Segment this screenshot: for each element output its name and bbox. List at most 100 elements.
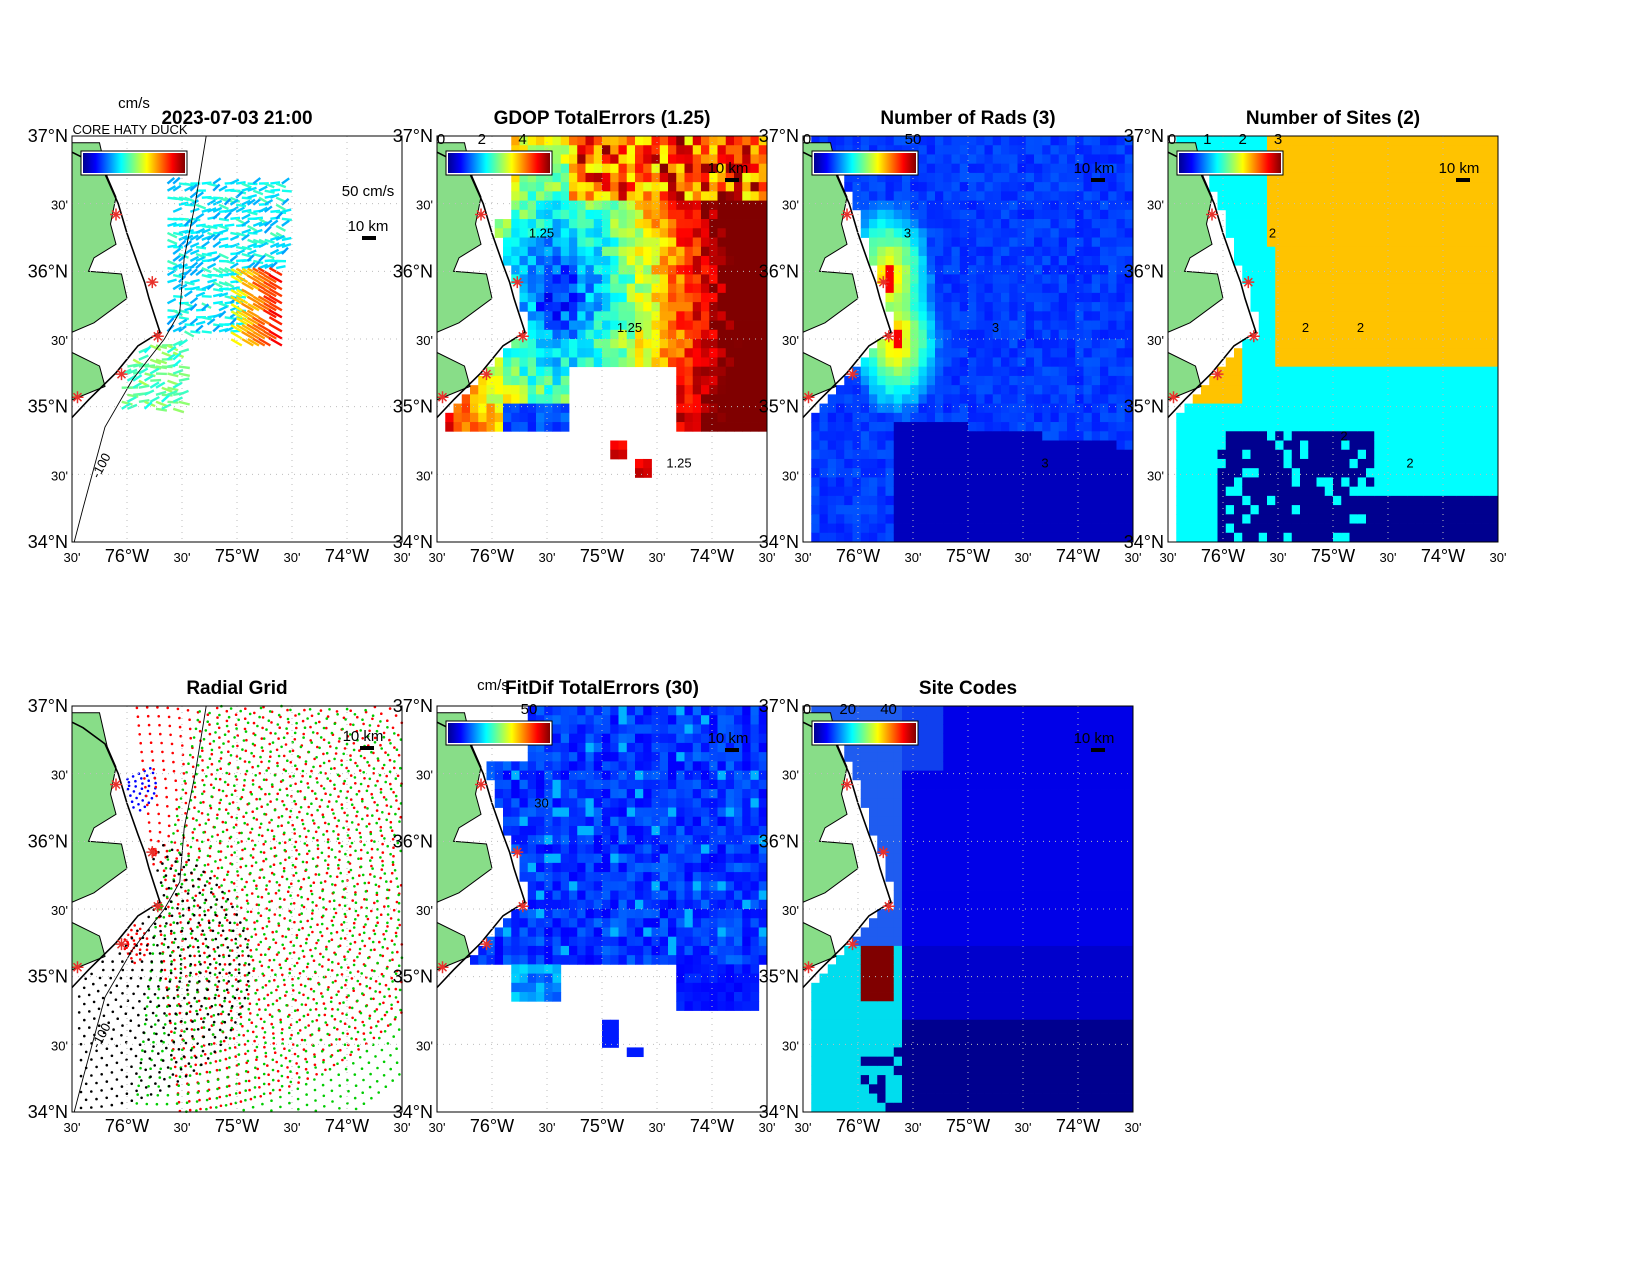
field-cell	[893, 403, 903, 414]
field-cell	[926, 163, 936, 174]
field-cell	[1091, 495, 1101, 506]
field-cell	[1366, 505, 1375, 515]
field-cell	[1333, 274, 1342, 285]
field-cell	[1192, 486, 1202, 497]
field-cell	[544, 191, 553, 201]
field-cell	[618, 899, 628, 910]
field-cell	[968, 357, 977, 368]
field-cell	[1042, 219, 1051, 229]
field-cell	[1100, 366, 1109, 377]
field-cell	[1341, 505, 1350, 515]
field-cell	[676, 862, 685, 873]
field-cell	[1001, 348, 1010, 358]
field-cell	[910, 339, 919, 349]
field-cell	[635, 348, 644, 358]
field-cell	[610, 302, 619, 312]
field-cell	[1448, 375, 1458, 386]
field-cell	[1050, 136, 1060, 146]
field-cell	[1382, 265, 1392, 275]
field-cell	[1382, 375, 1392, 386]
field-cell	[1116, 394, 1126, 404]
field-cell	[819, 486, 829, 497]
field-cell	[1091, 320, 1101, 331]
field-cell	[819, 440, 829, 451]
field-cell	[725, 311, 735, 321]
field-cell	[1234, 357, 1243, 368]
field-cell	[1390, 200, 1400, 211]
field-cell	[1324, 458, 1334, 469]
field-cell	[585, 172, 595, 183]
field-cell	[1083, 366, 1093, 377]
field-cell	[902, 458, 911, 469]
field-cell	[610, 136, 619, 146]
field-cell	[943, 246, 952, 257]
field-cell	[1399, 302, 1408, 312]
field-cell	[643, 255, 652, 266]
field-cell	[885, 495, 895, 506]
field-cell	[1448, 394, 1458, 404]
field-cell	[1242, 412, 1251, 423]
field-cell	[1075, 486, 1084, 497]
field-cell	[758, 209, 768, 220]
field-cell	[1058, 394, 1068, 404]
field-cell	[1067, 440, 1076, 451]
field-cell	[668, 348, 677, 358]
field-cell	[593, 163, 603, 174]
field-cell	[593, 724, 603, 735]
field-cell	[1267, 468, 1276, 478]
field-cell	[1234, 477, 1243, 488]
field-cell	[910, 283, 919, 294]
field-cell	[659, 872, 669, 882]
field-cell	[1291, 394, 1301, 404]
field-cell	[819, 477, 829, 488]
field-cell	[1225, 200, 1235, 211]
field-cell	[585, 862, 595, 873]
field-cell	[918, 357, 928, 368]
field-cell	[1058, 219, 1068, 229]
field-cell	[1042, 477, 1051, 488]
field-cell	[1440, 311, 1449, 321]
field-cell	[635, 798, 644, 808]
field-cell	[544, 329, 553, 340]
field-cell	[635, 844, 644, 855]
field-cell	[1465, 495, 1474, 506]
field-cell	[1308, 486, 1317, 497]
field-cell	[635, 945, 644, 956]
field-cell	[1456, 477, 1466, 488]
field-cell	[1407, 172, 1416, 183]
field-cell	[536, 761, 545, 771]
field-cell	[1067, 505, 1076, 515]
field-cell	[1116, 431, 1126, 441]
field-cell	[1217, 375, 1227, 386]
field-cell	[602, 1019, 611, 1030]
field-cell	[717, 789, 727, 799]
field-cell	[984, 302, 994, 312]
field-cell	[918, 228, 928, 238]
field-cell	[734, 715, 743, 725]
field-cell	[1009, 375, 1018, 386]
field-cell	[1341, 191, 1350, 201]
field-cell	[918, 302, 928, 312]
field-cell	[1050, 283, 1060, 294]
field-cell	[827, 486, 837, 497]
field-cell	[684, 292, 694, 303]
field-cell	[1258, 366, 1268, 377]
field-cell	[552, 339, 562, 349]
field-cell	[560, 899, 570, 910]
field-cell	[536, 890, 545, 901]
field-cell	[684, 311, 694, 321]
field-cell	[1316, 209, 1326, 220]
field-cell	[1042, 329, 1051, 340]
field-cell	[1382, 495, 1392, 506]
field-cell	[1258, 505, 1268, 515]
field-cell	[1456, 505, 1466, 515]
field-cell	[626, 807, 636, 818]
field-cell	[544, 357, 553, 368]
field-cell	[1415, 523, 1425, 534]
field-cell	[1407, 422, 1416, 432]
field-cell	[935, 246, 944, 257]
field-cell	[1357, 468, 1367, 478]
field-cell	[1390, 339, 1400, 349]
field-cell	[1124, 255, 1134, 266]
field-cell	[750, 770, 760, 781]
